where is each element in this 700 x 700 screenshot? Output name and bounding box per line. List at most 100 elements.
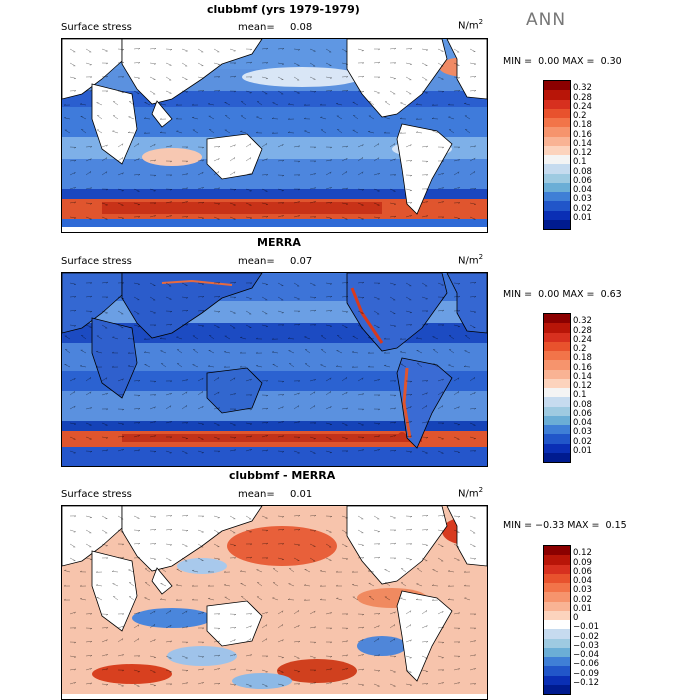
- wind-vector: [128, 365, 135, 368]
- colorbar-segment: [544, 332, 570, 342]
- wind-vector-head: [410, 394, 413, 396]
- wind-vector: [373, 638, 379, 643]
- wind-vector: [96, 584, 103, 587]
- wind-vector-head: [122, 449, 124, 451]
- wind-vector-head: [218, 146, 221, 148]
- wind-vector-head: [447, 103, 450, 106]
- wind-vector: [357, 626, 364, 629]
- wind-vector-head: [234, 449, 237, 452]
- wind-vector-head: [426, 625, 428, 628]
- wind-vector-head: [415, 103, 418, 105]
- wind-vector: [469, 145, 476, 148]
- wind-vector-head: [170, 515, 173, 517]
- wind-vector: [341, 202, 348, 205]
- wind-vector-head: [138, 422, 141, 424]
- colorbar-tick-label: 0.04: [573, 418, 592, 428]
- wind-vector: [181, 282, 188, 286]
- wind-vector: [421, 296, 428, 300]
- wind-vector: [133, 188, 140, 192]
- wind-vector: [405, 655, 412, 658]
- wind-vector-head: [266, 530, 269, 532]
- wind-vector-head: [426, 421, 429, 424]
- wind-vector: [384, 101, 391, 106]
- colorbar-tick-label: 0.24: [573, 101, 592, 112]
- wind-vector-head: [90, 282, 93, 284]
- wind-vector-head: [186, 670, 189, 672]
- wind-vector-head: [127, 352, 130, 354]
- wind-vector-head: [159, 598, 162, 600]
- wind-vector-head: [346, 613, 349, 616]
- wind-vector: [309, 62, 316, 67]
- wind-vector-head: [170, 640, 173, 643]
- wind-vector-head: [74, 296, 77, 298]
- wind-vector-head: [426, 380, 429, 382]
- wind-vector: [325, 391, 331, 396]
- wind-vector-head: [127, 131, 130, 133]
- wind-vector: [357, 377, 364, 382]
- wind-vector: [325, 76, 332, 79]
- wind-vector: [320, 349, 327, 354]
- wind-vector-head: [378, 61, 381, 64]
- wind-vector: [149, 159, 156, 162]
- wind-vector: [69, 324, 76, 326]
- wind-vector-head: [202, 147, 205, 149]
- wind-vector-head: [297, 544, 300, 546]
- wind-vector: [213, 295, 220, 298]
- wind-vector: [213, 515, 220, 518]
- wind-vector-head: [74, 668, 77, 671]
- wind-vector: [133, 669, 140, 672]
- wind-vector: [96, 597, 103, 601]
- wind-vector-head: [393, 624, 396, 627]
- wind-vector: [400, 351, 407, 354]
- wind-vector: [325, 310, 332, 312]
- wind-vector: [149, 48, 156, 50]
- wind-vector-head: [367, 351, 370, 354]
- wind-vector: [80, 103, 87, 106]
- wind-vector: [288, 338, 295, 340]
- wind-vector: [117, 90, 124, 93]
- colorbar-segment: [544, 118, 570, 128]
- wind-vector: [277, 159, 284, 162]
- wind-vector: [245, 296, 252, 300]
- colorbar-tick-label: −0.02: [573, 631, 600, 642]
- wind-vector-head: [137, 283, 140, 286]
- wind-vector: [453, 62, 460, 66]
- wind-vector: [405, 282, 412, 287]
- wind-vector-head: [128, 365, 131, 367]
- wind-vector-head: [298, 160, 301, 163]
- wind-vector-head: [457, 391, 460, 394]
- wind-vector: [149, 543, 156, 545]
- wind-vector-head: [410, 144, 412, 147]
- wind-vector-head: [250, 654, 253, 657]
- wind-vector-head: [474, 654, 477, 657]
- colorbar-tick-label: 0.03: [573, 585, 592, 596]
- wind-vector: [69, 436, 76, 440]
- wind-vector: [197, 557, 204, 561]
- colorbar-tick-label: 0.12: [573, 548, 592, 559]
- wind-vector: [133, 380, 140, 382]
- wind-vector: [229, 654, 236, 657]
- wind-vector: [293, 625, 300, 629]
- wind-vector: [389, 407, 396, 410]
- colorbar-tick-label: 0.32: [573, 83, 592, 94]
- wind-vector: [437, 201, 444, 204]
- wind-vector-head: [314, 641, 317, 644]
- wind-vector: [97, 115, 103, 120]
- wind-vector-head: [474, 668, 476, 670]
- wind-vector-head: [426, 437, 429, 439]
- wind-vector-head: [106, 144, 108, 147]
- wind-vector-head: [80, 365, 83, 367]
- wind-vector: [261, 624, 268, 629]
- wind-vector: [117, 683, 124, 687]
- wind-vector-head: [458, 655, 461, 658]
- wind-vector: [165, 557, 172, 561]
- wind-vector-head: [329, 424, 332, 426]
- wind-vector: [421, 625, 428, 629]
- wind-vector-head: [346, 187, 349, 190]
- colorbar-segment: [544, 81, 570, 91]
- wind-vector: [245, 529, 252, 533]
- wind-vector: [464, 115, 471, 120]
- wind-vector: [197, 450, 204, 453]
- wind-vector: [213, 682, 220, 685]
- wind-vector-head: [218, 158, 220, 161]
